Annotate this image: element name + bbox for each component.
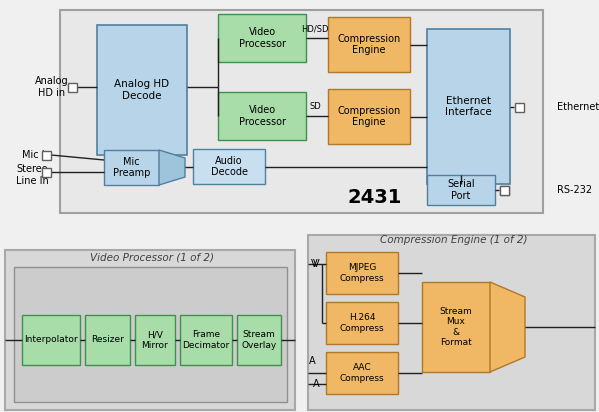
- FancyBboxPatch shape: [193, 149, 265, 184]
- Text: Video
Processor: Video Processor: [238, 105, 286, 127]
- Text: MJPEG
Compress: MJPEG Compress: [340, 263, 385, 283]
- Text: A: A: [313, 379, 319, 389]
- Text: Serial
Port: Serial Port: [447, 179, 475, 201]
- Text: H/V
Mirror: H/V Mirror: [141, 330, 168, 350]
- Text: Interpolator: Interpolator: [24, 335, 78, 344]
- FancyBboxPatch shape: [14, 267, 287, 402]
- Text: Ethernet: Ethernet: [557, 102, 599, 112]
- Text: AAC
Compress: AAC Compress: [340, 363, 385, 383]
- FancyBboxPatch shape: [427, 29, 510, 184]
- Text: Ethernet
Interface: Ethernet Interface: [445, 96, 492, 117]
- FancyBboxPatch shape: [218, 14, 306, 62]
- FancyBboxPatch shape: [328, 17, 410, 72]
- FancyBboxPatch shape: [104, 150, 159, 185]
- FancyBboxPatch shape: [326, 302, 398, 344]
- Text: Resizer: Resizer: [91, 335, 124, 344]
- Text: Audio
Decode: Audio Decode: [210, 156, 247, 177]
- FancyBboxPatch shape: [237, 315, 281, 365]
- Text: Compression Engine (1 of 2): Compression Engine (1 of 2): [380, 235, 528, 245]
- FancyBboxPatch shape: [22, 315, 80, 365]
- Text: Mic In: Mic In: [22, 150, 51, 160]
- Text: SD: SD: [309, 102, 321, 111]
- Text: Compression
Engine: Compression Engine: [337, 106, 401, 127]
- FancyBboxPatch shape: [427, 175, 495, 205]
- FancyBboxPatch shape: [97, 25, 187, 155]
- Polygon shape: [159, 150, 185, 185]
- Text: Analog HD
Decode: Analog HD Decode: [114, 79, 170, 101]
- Text: Compression
Engine: Compression Engine: [337, 34, 401, 55]
- Text: RS-232: RS-232: [557, 185, 592, 195]
- Text: Frame
Decimator: Frame Decimator: [182, 330, 229, 350]
- Text: V: V: [313, 259, 319, 269]
- Text: HD/SD: HD/SD: [301, 24, 329, 33]
- FancyBboxPatch shape: [5, 250, 295, 410]
- FancyBboxPatch shape: [326, 252, 398, 294]
- Text: Stereo
Line In: Stereo Line In: [16, 164, 49, 186]
- FancyBboxPatch shape: [218, 92, 306, 140]
- FancyBboxPatch shape: [135, 315, 175, 365]
- Bar: [41, 150, 50, 159]
- Polygon shape: [490, 282, 525, 372]
- Text: A: A: [308, 356, 315, 366]
- Text: Mic
Preamp: Mic Preamp: [113, 157, 150, 178]
- Text: Video
Processor: Video Processor: [238, 27, 286, 49]
- Bar: [500, 185, 509, 194]
- FancyBboxPatch shape: [326, 352, 398, 394]
- FancyBboxPatch shape: [85, 315, 130, 365]
- Bar: [500, 185, 509, 194]
- Text: V: V: [311, 259, 317, 269]
- Text: H.264
Compress: H.264 Compress: [340, 313, 385, 333]
- Text: Stream
Mux
&
Format: Stream Mux & Format: [440, 307, 473, 347]
- FancyBboxPatch shape: [328, 89, 410, 144]
- Bar: [68, 82, 77, 91]
- FancyBboxPatch shape: [422, 282, 490, 372]
- FancyBboxPatch shape: [180, 315, 232, 365]
- Text: 2431: 2431: [348, 187, 402, 206]
- Text: Video Processor (1 of 2): Video Processor (1 of 2): [90, 252, 214, 262]
- FancyBboxPatch shape: [60, 10, 543, 213]
- Bar: [41, 168, 50, 176]
- Text: Stream
Overlay: Stream Overlay: [241, 330, 277, 350]
- Bar: [515, 103, 524, 112]
- FancyBboxPatch shape: [308, 235, 595, 410]
- Text: Analog
HD in: Analog HD in: [35, 76, 69, 98]
